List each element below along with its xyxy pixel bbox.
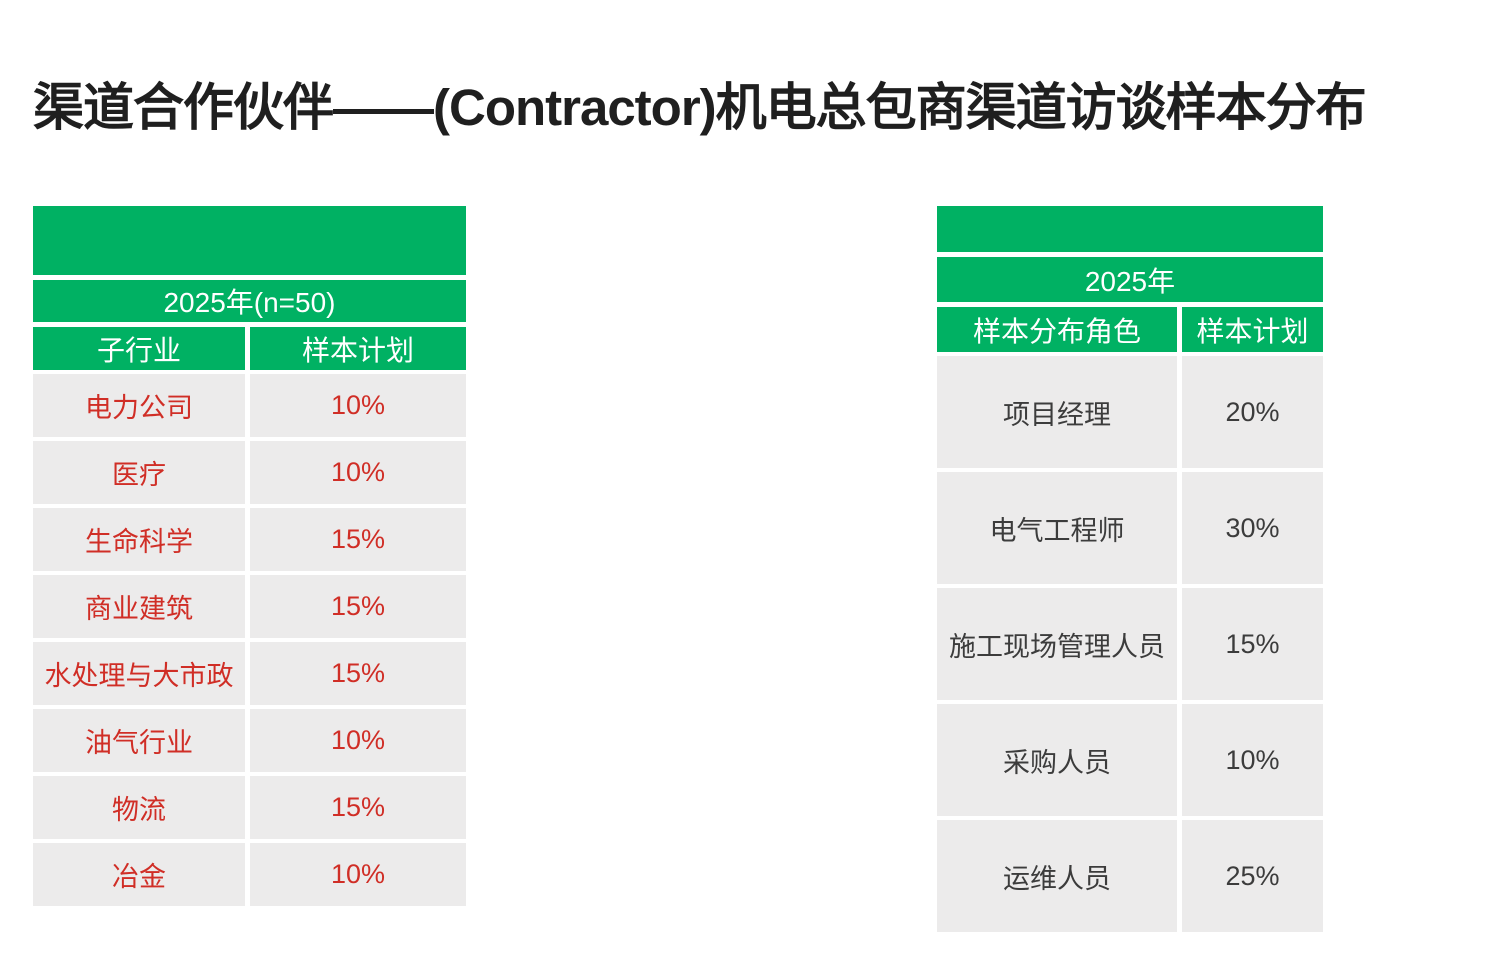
table-top-band [33,206,466,275]
row-label-cell: 冶金 [33,843,245,906]
column-header-row: 样本分布角色 样本计划 [937,307,1323,352]
row-value-cell: 10% [250,843,466,906]
column-header-sample-plan: 样本计划 [1182,307,1323,352]
table-row: 生命科学 15% [33,508,466,571]
row-label-cell: 电气工程师 [937,472,1177,584]
row-label-cell: 运维人员 [937,820,1177,932]
table-row: 油气行业 10% [33,709,466,772]
table-row: 商业建筑 15% [33,575,466,638]
row-value-cell: 15% [250,508,466,571]
table-body: 电力公司 10% 医疗 10% 生命科学 15% 商业建筑 15% 水处理与大市… [33,374,466,906]
table-row: 水处理与大市政 15% [33,642,466,705]
table-row: 采购人员 10% [937,704,1323,816]
row-value-cell: 25% [1182,820,1323,932]
table-row: 电气工程师 30% [937,472,1323,584]
year-header: 2025年 [937,257,1323,302]
table-top-band [937,206,1323,252]
row-label-cell: 物流 [33,776,245,839]
row-value-cell: 15% [250,642,466,705]
table-row: 冶金 10% [33,843,466,906]
row-value-cell: 15% [1182,588,1323,700]
row-value-cell: 10% [250,374,466,437]
row-label-cell: 电力公司 [33,374,245,437]
row-value-cell: 20% [1182,356,1323,468]
column-header-sample-plan: 样本计划 [250,327,466,370]
row-label-cell: 项目经理 [937,356,1177,468]
row-value-cell: 30% [1182,472,1323,584]
row-label-cell: 采购人员 [937,704,1177,816]
industry-sample-table: 2025年(n=50) 子行业 样本计划 电力公司 10% 医疗 10% 生命科… [33,206,466,906]
column-header-row: 子行业 样本计划 [33,327,466,370]
column-header-subindustry: 子行业 [33,327,245,370]
row-label-cell: 生命科学 [33,508,245,571]
row-value-cell: 10% [250,441,466,504]
column-header-role: 样本分布角色 [937,307,1177,352]
page-title: 渠道合作伙伴——(Contractor)机电总包商渠道访谈样本分布 [33,79,1367,136]
table-row: 电力公司 10% [33,374,466,437]
row-label-cell: 水处理与大市政 [33,642,245,705]
table-row: 施工现场管理人员 15% [937,588,1323,700]
row-value-cell: 10% [1182,704,1323,816]
role-sample-table: 2025年 样本分布角色 样本计划 项目经理 20% 电气工程师 30% 施工现… [937,206,1323,932]
row-label-cell: 商业建筑 [33,575,245,638]
row-value-cell: 15% [250,776,466,839]
table-row: 运维人员 25% [937,820,1323,932]
row-value-cell: 15% [250,575,466,638]
row-label-cell: 油气行业 [33,709,245,772]
table-row: 物流 15% [33,776,466,839]
row-label-cell: 医疗 [33,441,245,504]
row-value-cell: 10% [250,709,466,772]
table-body: 项目经理 20% 电气工程师 30% 施工现场管理人员 15% 采购人员 10%… [937,356,1323,932]
year-header: 2025年(n=50) [33,280,466,322]
row-label-cell: 施工现场管理人员 [937,588,1177,700]
table-row: 医疗 10% [33,441,466,504]
table-row: 项目经理 20% [937,356,1323,468]
